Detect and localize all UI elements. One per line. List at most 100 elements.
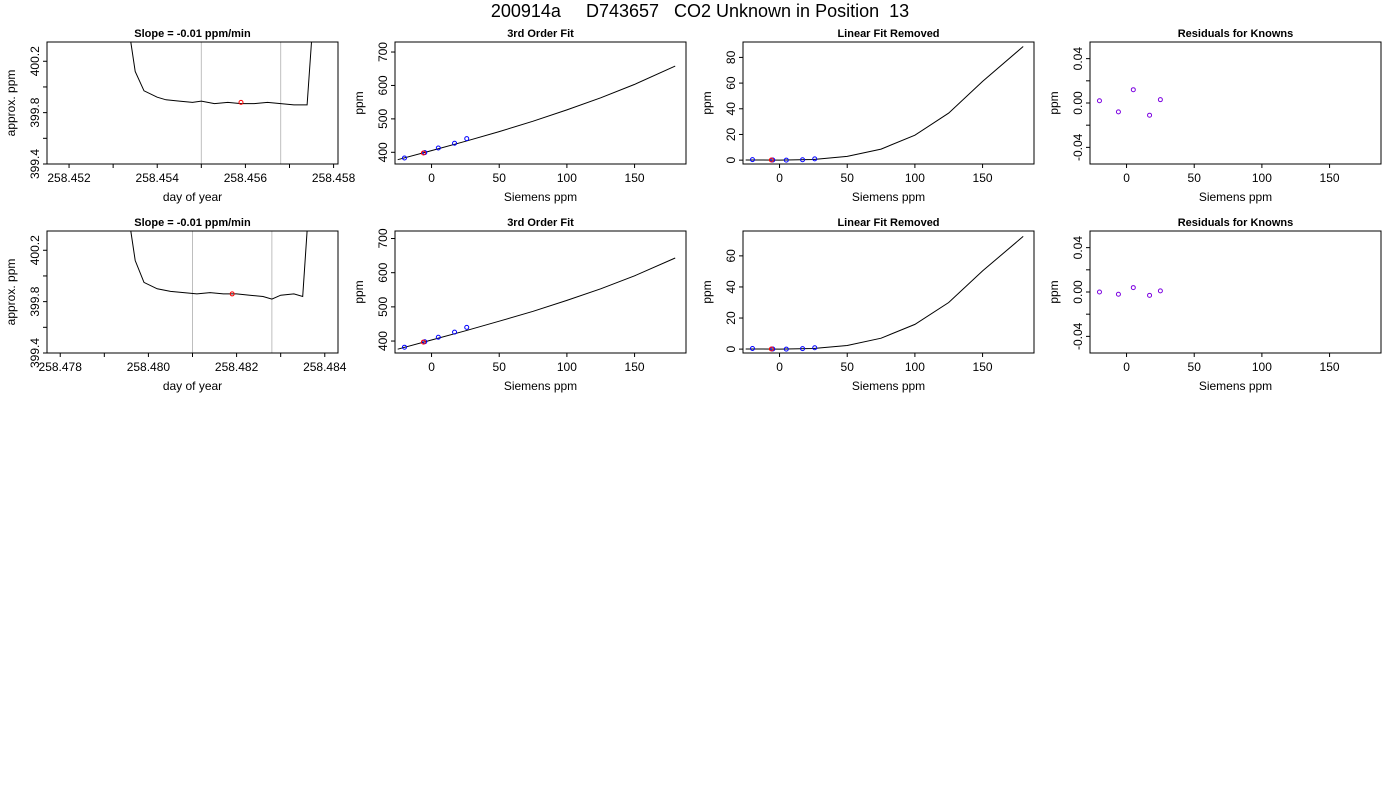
series-line	[130, 42, 312, 106]
residual-point	[1157, 97, 1163, 103]
residual-point	[1115, 109, 1121, 115]
x-axis-label: Siemens ppm	[1199, 379, 1272, 393]
x-tick-label: 0	[1123, 171, 1130, 185]
known-point	[452, 329, 458, 335]
y-tick-label: 0.00	[1071, 91, 1085, 115]
x-tick-label: 0	[776, 360, 783, 374]
x-axis-label: Siemens ppm	[1199, 190, 1272, 204]
y-tick-label: 0.00	[1071, 280, 1085, 304]
y-tick-label: 399.8	[28, 97, 42, 127]
x-tick-label: 258.484	[303, 360, 347, 374]
y-tick-label: 40	[724, 102, 738, 116]
x-tick-label: 50	[841, 360, 855, 374]
known-point	[812, 345, 818, 351]
y-tick-label: 60	[724, 249, 738, 263]
known-point	[464, 136, 470, 142]
panel-title: Linear Fit Removed	[837, 217, 939, 229]
y-tick-label: -0.04	[1071, 322, 1085, 350]
plot-frame	[1089, 41, 1382, 165]
panel-2-1: Slope = -0.01 ppm/min 258.478 258.480 258.4…	[4, 217, 347, 393]
y-tick-label: 60	[724, 76, 738, 90]
panel-1-2: 3rd Order Fit 0 50 100 150 400 500 600 700 Siemen…	[352, 28, 687, 204]
known-point	[749, 345, 755, 351]
x-tick-label: 150	[625, 360, 645, 374]
x-tick-label: 50	[1188, 171, 1202, 185]
x-axis-label: day of year	[163, 379, 222, 393]
y-tick-label: 700	[376, 228, 390, 248]
known-point	[464, 324, 470, 330]
panel-title: Residuals for Knowns	[1178, 28, 1294, 40]
plot-frame	[742, 230, 1035, 354]
y-axis-label: approx. ppm	[4, 70, 18, 137]
panel-1-4: Residuals for Knowns 0 50 100 150 -0.04 0.00 0.…	[1047, 28, 1382, 204]
x-tick-label: 0	[428, 360, 435, 374]
residual-point	[1147, 292, 1153, 298]
x-tick-label: 258.478	[39, 360, 83, 374]
panel-1-1: Slope = -0.01 ppm/min 258.452 258.454 258.4…	[4, 28, 356, 204]
y-tick-label: -0.04	[1071, 133, 1085, 161]
x-tick-label: 258.454	[136, 171, 180, 185]
x-axis-label: Siemens ppm	[504, 379, 577, 393]
x-tick-label: 258.456	[224, 171, 268, 185]
panel-title: 3rd Order Fit	[507, 28, 574, 40]
x-tick-label: 0	[776, 171, 783, 185]
panel-2-3: Linear Fit Removed 0 50 100 150 0 20 40 60 Siemen…	[700, 217, 1035, 393]
y-tick-label: 399.4	[28, 338, 42, 368]
x-tick-label: 50	[841, 171, 855, 185]
panel-title: Linear Fit Removed	[837, 28, 939, 40]
unknown-point	[420, 150, 426, 156]
panel-2-4: Residuals for Knowns 0 50 100 150 -0.04 0.00 0.…	[1047, 217, 1382, 393]
x-tick-label: 150	[1320, 171, 1340, 185]
y-tick-label: 20	[724, 311, 738, 325]
known-point	[749, 157, 755, 163]
y-tick-label: 400.2	[28, 46, 42, 76]
x-axis-label: Siemens ppm	[852, 190, 925, 204]
x-axis-label: day of year	[163, 190, 222, 204]
x-tick-label: 100	[905, 360, 925, 374]
series-line	[745, 236, 1024, 350]
x-tick-label: 258.482	[215, 360, 259, 374]
known-point	[401, 155, 407, 161]
y-tick-label: 20	[724, 127, 738, 141]
x-tick-label: 150	[973, 360, 993, 374]
residual-point	[1130, 87, 1136, 93]
y-tick-label: 600	[376, 75, 390, 95]
x-tick-label: 258.452	[47, 171, 91, 185]
unknown-point	[768, 157, 774, 163]
series-line	[745, 46, 1024, 161]
residual-point	[1147, 112, 1153, 118]
y-tick-label: 0.04	[1071, 47, 1085, 71]
unknown-point	[768, 346, 774, 352]
x-tick-label: 50	[493, 171, 507, 185]
y-tick-label: 600	[376, 262, 390, 282]
known-point	[783, 157, 789, 163]
plot-frame	[1089, 230, 1382, 354]
known-point	[435, 145, 441, 151]
y-tick-label: 500	[376, 109, 390, 129]
x-tick-label: 100	[905, 171, 925, 185]
unknown-point	[229, 291, 235, 297]
x-axis-label: Siemens ppm	[852, 379, 925, 393]
y-tick-label: 400	[376, 331, 390, 351]
y-tick-label: 0	[724, 156, 738, 163]
y-tick-label: 0	[724, 345, 738, 352]
residual-point	[1096, 98, 1102, 104]
y-tick-label: 399.4	[28, 149, 42, 179]
x-tick-label: 50	[493, 360, 507, 374]
residual-point	[1115, 291, 1121, 297]
known-point	[812, 156, 818, 162]
x-tick-label: 100	[1252, 171, 1272, 185]
y-tick-label: 0.04	[1071, 236, 1085, 260]
x-axis-label: Siemens ppm	[504, 190, 577, 204]
x-tick-label: 0	[1123, 360, 1130, 374]
known-point	[435, 334, 441, 340]
y-axis-label: ppm	[700, 91, 714, 114]
y-tick-label: 500	[376, 297, 390, 317]
unknown-point	[420, 339, 426, 345]
residual-point	[1096, 289, 1102, 295]
panel-title: Slope = -0.01 ppm/min	[134, 217, 251, 229]
y-axis-label: approx. ppm	[4, 259, 18, 326]
plot-frame	[394, 230, 687, 354]
panel-1-3: Linear Fit Removed 0 50 100 150 0 20 40 60 80 Siem…	[700, 28, 1035, 204]
